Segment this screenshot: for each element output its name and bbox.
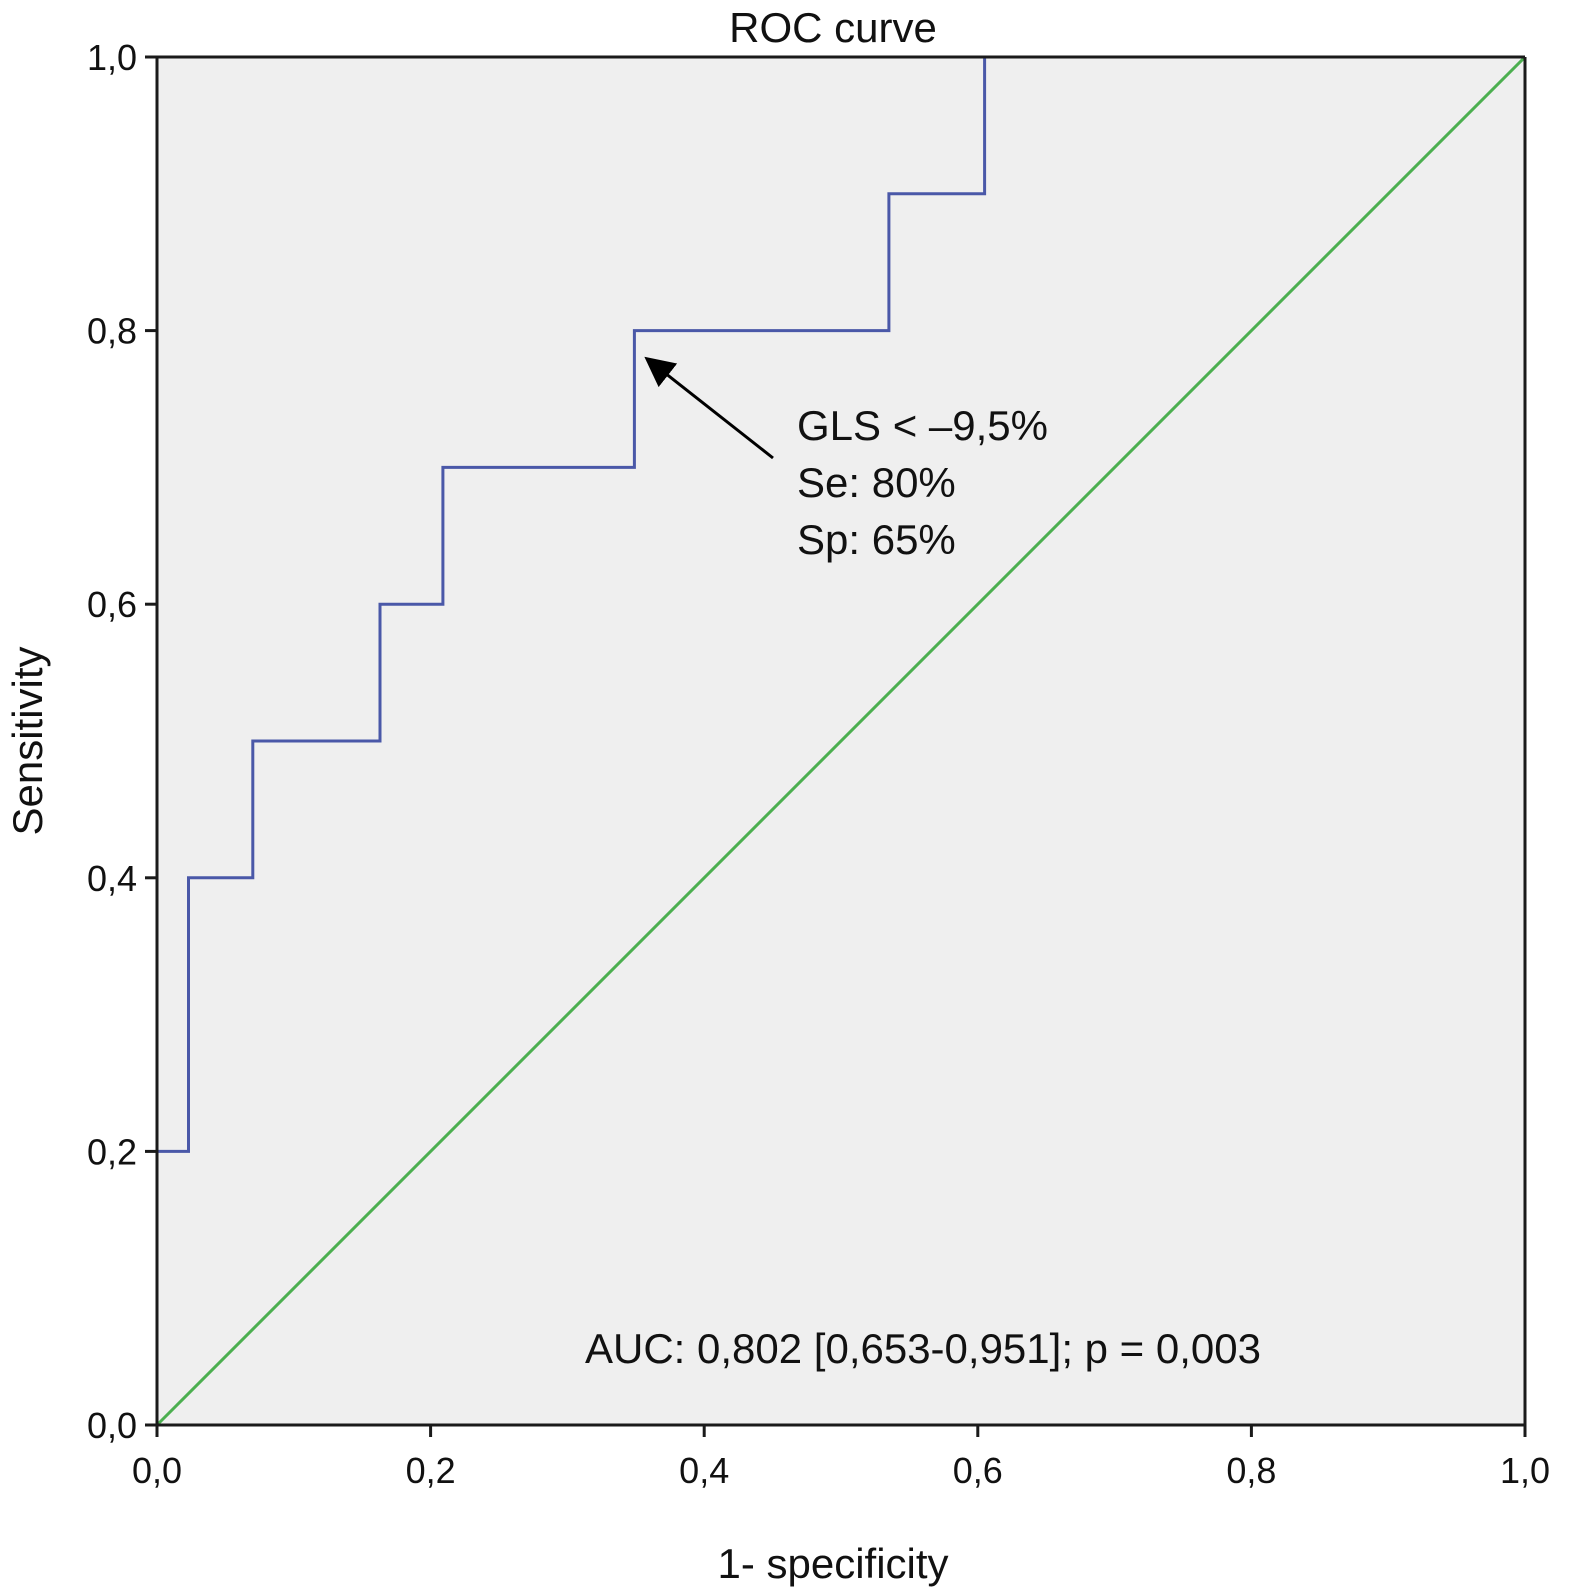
y-tick-label: 0,6 bbox=[87, 584, 137, 625]
y-axis-label: Sensitivity bbox=[4, 646, 51, 835]
x-axis-ticks: 0,0 0,2 0,4 0,6 0,8 1,0 bbox=[132, 1425, 1550, 1491]
cutoff-sensitivity-label: Se: 80% bbox=[797, 459, 956, 506]
auc-label: AUC: 0,802 [0,653-0,951]; p = 0,003 bbox=[585, 1325, 1261, 1372]
cutoff-gls-label: GLS < –9,5% bbox=[797, 402, 1048, 449]
roc-curve-line bbox=[155, 55, 1525, 1425]
chart-title: ROC curve bbox=[729, 4, 937, 51]
cutoff-specificity-label: Sp: 65% bbox=[797, 516, 956, 563]
y-tick-label: 0,2 bbox=[87, 1131, 137, 1172]
y-axis-ticks: 0,0 0,2 0,4 0,6 0,8 1,0 bbox=[87, 37, 157, 1446]
x-axis-label: 1- specificity bbox=[717, 1540, 948, 1587]
x-tick-label: 0,2 bbox=[406, 1450, 456, 1491]
y-tick-label: 0,8 bbox=[87, 311, 137, 352]
reference-diagonal-line bbox=[155, 55, 1527, 1427]
x-tick-label: 0,4 bbox=[679, 1450, 729, 1491]
x-tick-label: 1,0 bbox=[1500, 1450, 1550, 1491]
y-tick-label: 0,4 bbox=[87, 858, 137, 899]
y-tick-label: 1,0 bbox=[87, 37, 137, 78]
y-tick-label: 0,0 bbox=[87, 1405, 137, 1446]
cutoff-arrow bbox=[644, 356, 774, 460]
x-tick-label: 0,8 bbox=[1226, 1450, 1276, 1491]
x-tick-label: 0,6 bbox=[953, 1450, 1003, 1491]
series-layer bbox=[155, 55, 1527, 1427]
x-tick-label: 0,0 bbox=[132, 1450, 182, 1491]
